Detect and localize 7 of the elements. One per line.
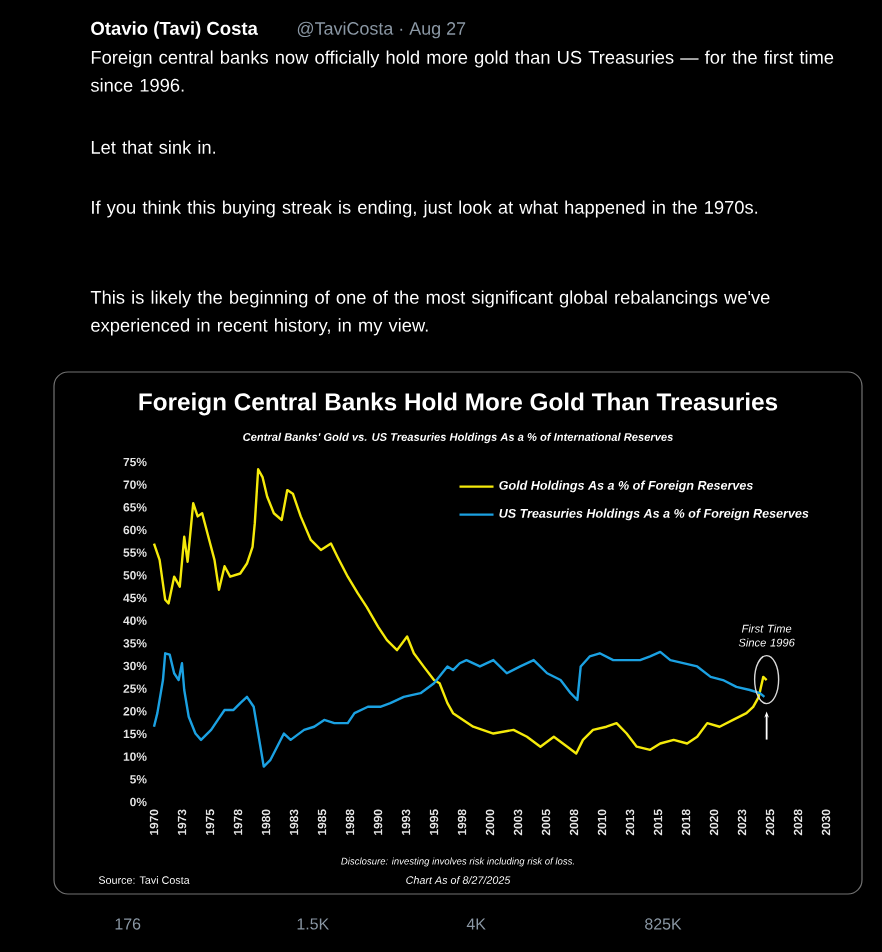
chart-title: Foreign Central Banks Hold More Gold Than Treasuries — [139, 392, 778, 416]
text: @TaviCosta · Aug 27 — [297, 21, 466, 39]
text: This is likely the beginning of one of the most significant global rebalancings we've experienced in recent history, in my view. — [90, 290, 770, 336]
text: Foreign central banks now officially hold more gold than US Treasuries — for the first time since 1996. — [90, 50, 834, 92]
text: If you think this buying streak is ending, just look at what happened in the 1970s. — [92, 200, 758, 218]
text: Otavio (Tavi) Costa — [91, 21, 259, 39]
text: Let that sink in. — [91, 140, 216, 154]
